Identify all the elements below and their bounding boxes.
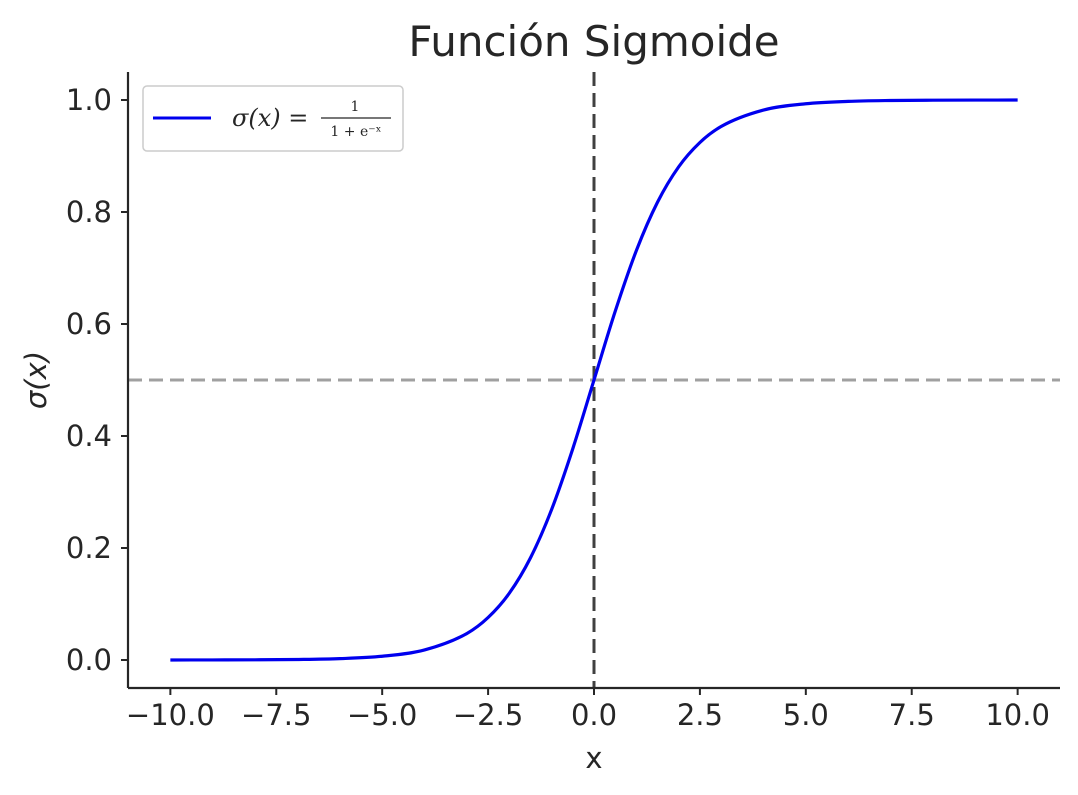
y-tick-label: 0.8 bbox=[66, 195, 112, 229]
legend-label-sigma: σ(x) = bbox=[232, 104, 308, 132]
x-axis-label: x bbox=[585, 741, 602, 775]
series-line-0 bbox=[170, 98, 1018, 662]
legend-box bbox=[142, 85, 404, 152]
y-tick-label: 0.4 bbox=[66, 419, 112, 453]
y-tick-label: 0.2 bbox=[66, 531, 112, 565]
x-tick-label: 0.0 bbox=[571, 698, 617, 732]
x-tick-label: 2.5 bbox=[677, 698, 723, 732]
x-tick-label: −7.5 bbox=[241, 698, 311, 732]
legend: σ(x) = 1 1 + e⁻ˣ bbox=[142, 85, 404, 152]
x-tick-label: 10.0 bbox=[985, 698, 1050, 732]
legend-frac-numerator: 1 bbox=[351, 99, 360, 115]
y-axis-label: σ(x) bbox=[19, 351, 53, 409]
y-tick-label: 0.0 bbox=[66, 643, 112, 677]
y-tick-label: 0.6 bbox=[66, 307, 112, 341]
series-group bbox=[170, 98, 1018, 662]
x-tick-label: −10.0 bbox=[126, 698, 215, 732]
x-tick-label: 7.5 bbox=[889, 698, 935, 732]
y-tick-label: 1.0 bbox=[66, 83, 112, 117]
x-tick-label: −2.5 bbox=[453, 698, 523, 732]
y-ticks: 0.0 0.2 0.4 0.6 0.8 1.0 bbox=[66, 83, 128, 677]
x-tick-label: 5.0 bbox=[783, 698, 829, 732]
legend-frac-denominator: 1 + e⁻ˣ bbox=[330, 124, 381, 140]
x-ticks: −10.0 −7.5 −5.0 −2.5 0.0 2.5 5.0 7.5 10.0 bbox=[126, 688, 1050, 732]
x-tick-label: −5.0 bbox=[347, 698, 417, 732]
chart-title: Función Sigmoide bbox=[408, 17, 779, 66]
